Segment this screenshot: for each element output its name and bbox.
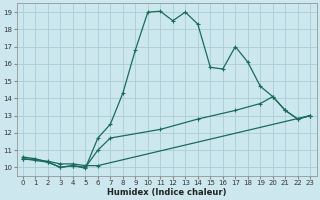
X-axis label: Humidex (Indice chaleur): Humidex (Indice chaleur) bbox=[107, 188, 226, 197]
